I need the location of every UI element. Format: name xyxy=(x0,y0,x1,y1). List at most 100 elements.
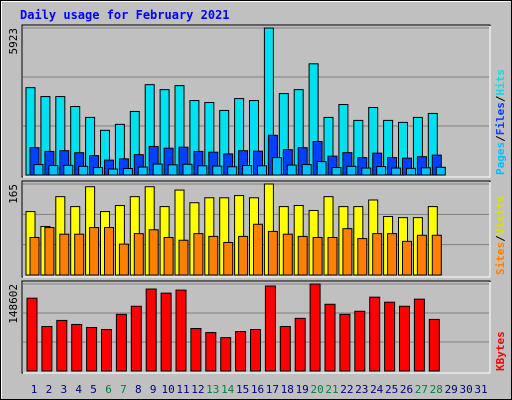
bar xyxy=(279,326,291,372)
bar xyxy=(212,165,223,176)
bar xyxy=(175,289,187,372)
x-tick-label: 30 xyxy=(459,383,472,396)
legend-separator: / xyxy=(494,235,507,242)
bar xyxy=(167,164,178,176)
legend-entry: Files xyxy=(494,102,507,135)
bar xyxy=(148,229,159,276)
bar xyxy=(406,167,416,176)
x-tick-label: 17 xyxy=(266,383,279,396)
bar xyxy=(391,167,402,176)
bar xyxy=(267,230,278,276)
bar xyxy=(122,168,133,176)
bar xyxy=(257,165,267,176)
bar xyxy=(208,235,219,276)
bar xyxy=(63,164,74,176)
x-tick-label: 2 xyxy=(46,383,53,396)
x-tick-label: 4 xyxy=(75,383,82,396)
x-tick-label: 15 xyxy=(236,383,249,396)
bar xyxy=(220,337,232,372)
x-tick-label: 28 xyxy=(430,383,443,396)
legend-entry: Hits xyxy=(494,69,507,96)
legend-entry: Visits xyxy=(494,196,507,236)
bar xyxy=(301,164,312,176)
bar xyxy=(242,165,253,176)
bar xyxy=(369,296,381,372)
x-tick-label: 5 xyxy=(90,383,97,396)
bar xyxy=(402,240,412,276)
chart-title: Daily usage for February 2021 xyxy=(20,8,230,22)
legend: Sites/Visits xyxy=(494,196,507,276)
bar xyxy=(48,165,59,176)
bar xyxy=(297,235,308,276)
bar xyxy=(101,329,112,372)
bar xyxy=(309,283,321,372)
bar xyxy=(89,227,100,276)
legend-entry: Sites xyxy=(494,242,507,275)
bar xyxy=(182,163,193,176)
x-tick-label: 29 xyxy=(445,383,458,396)
x-tick-label: 19 xyxy=(296,383,309,396)
bar xyxy=(44,227,55,276)
x-tick-label: 25 xyxy=(385,383,398,396)
x-tick-label: 3 xyxy=(60,383,67,396)
legend-entry: KBytes xyxy=(494,331,507,371)
x-tick-label: 31 xyxy=(474,383,487,396)
plot-bevel xyxy=(23,282,491,374)
bar xyxy=(286,164,297,176)
x-tick-label: 14 xyxy=(221,383,235,396)
bar xyxy=(357,238,368,276)
bar xyxy=(205,332,217,372)
bar xyxy=(250,329,261,372)
bar xyxy=(145,288,157,372)
bar xyxy=(152,163,163,176)
bar xyxy=(26,297,38,372)
bar xyxy=(93,167,104,176)
bar xyxy=(193,233,204,276)
bar xyxy=(342,228,353,276)
bar xyxy=(294,317,306,372)
x-tick-label: 18 xyxy=(281,383,294,396)
x-tick-label: 9 xyxy=(150,383,157,396)
bar xyxy=(178,239,189,276)
x-tick-label: 22 xyxy=(340,383,353,396)
bar xyxy=(71,323,83,372)
bar xyxy=(227,166,238,176)
bar xyxy=(33,164,44,176)
bar xyxy=(118,243,129,276)
x-tick-label: 7 xyxy=(120,383,127,396)
x-tick-label: 6 xyxy=(105,383,112,396)
y-tick-label: 148602 xyxy=(7,284,20,324)
legend: KBytes xyxy=(494,331,507,371)
x-tick-label: 13 xyxy=(206,383,219,396)
bar xyxy=(197,165,208,176)
bar xyxy=(372,233,383,276)
x-tick-label: 27 xyxy=(415,383,428,396)
x-tick-label: 10 xyxy=(161,383,174,396)
x-tick-label: 21 xyxy=(325,383,338,396)
bar xyxy=(282,233,293,276)
bar xyxy=(59,233,70,276)
bar xyxy=(115,313,127,372)
y-tick-label: 165 xyxy=(7,184,20,204)
bar xyxy=(56,319,68,372)
legend-separator: / xyxy=(494,95,507,102)
bar xyxy=(346,165,357,176)
bar xyxy=(78,165,89,176)
bar xyxy=(376,166,387,176)
bar xyxy=(29,236,40,276)
bar xyxy=(384,301,396,372)
bar xyxy=(324,303,336,372)
bar xyxy=(312,236,323,276)
x-tick-label: 24 xyxy=(370,383,384,396)
legend-separator: / xyxy=(494,135,507,142)
bar xyxy=(104,227,114,276)
bar xyxy=(316,161,327,176)
bar xyxy=(327,236,338,276)
bar xyxy=(361,167,372,176)
bar xyxy=(413,298,425,372)
bar xyxy=(435,166,446,176)
bar xyxy=(137,166,148,176)
bar xyxy=(428,318,440,372)
